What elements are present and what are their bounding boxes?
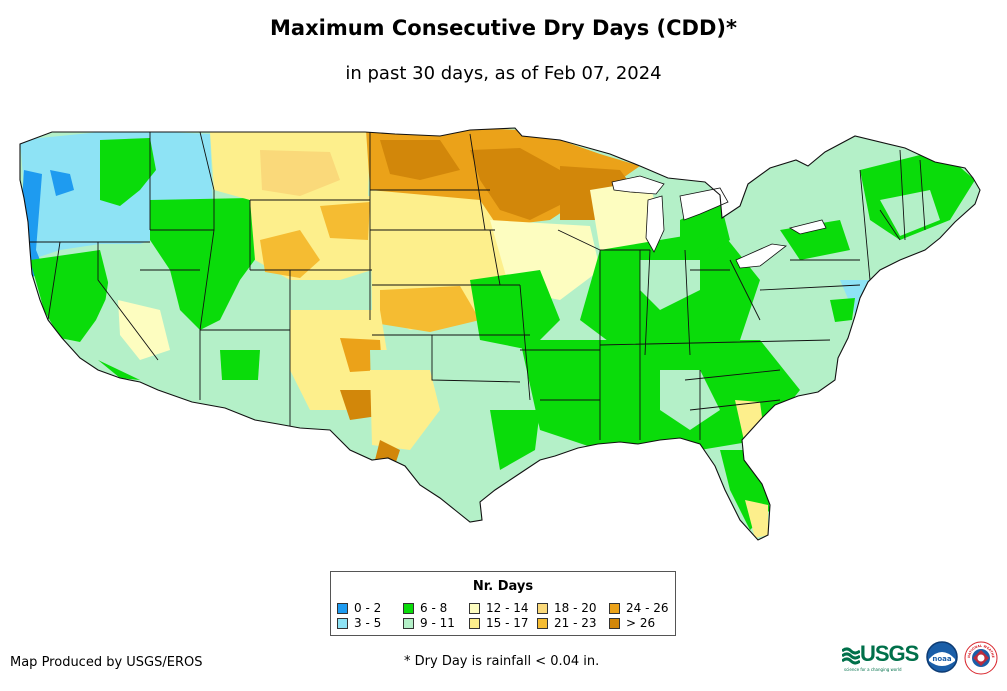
legend-label: 18 - 20 xyxy=(554,601,597,615)
map-subtitle: in past 30 days, as of Feb 07, 2024 xyxy=(345,63,662,84)
map-title: Maximum Consecutive Dry Days (CDD)* xyxy=(270,16,737,40)
legend-swatch xyxy=(609,603,620,614)
usgs-tagline: science for a changing world xyxy=(844,667,902,672)
dry-day-footnote: * Dry Day is rainfall < 0.04 in. xyxy=(404,654,600,669)
legend-swatch xyxy=(537,618,548,629)
legend-label: > 26 xyxy=(626,616,656,630)
legend-label: 12 - 14 xyxy=(486,601,529,615)
legend-swatch xyxy=(403,618,414,629)
legend-item: > 26 xyxy=(609,617,655,629)
legend-label: 3 - 5 xyxy=(354,616,382,630)
great-lakes xyxy=(611,175,827,269)
cdd-zones xyxy=(20,128,975,538)
legend-label: 24 - 26 xyxy=(626,601,669,615)
usgs-logo: USGS science for a changing world xyxy=(842,641,919,672)
legend-item: 18 - 20 xyxy=(537,602,597,614)
legend-swatch xyxy=(337,603,348,614)
cdd-map xyxy=(19,127,981,541)
legend-label: 21 - 23 xyxy=(554,616,597,630)
legend-item: 9 - 11 xyxy=(403,617,455,629)
legend-item: 0 - 2 xyxy=(337,602,381,614)
legend-item: 3 - 5 xyxy=(337,617,381,629)
agency-logos: USGS science for a changing world noaa N… xyxy=(842,640,1002,676)
legend-item: 6 - 8 xyxy=(403,602,447,614)
legend-item: 24 - 26 xyxy=(609,602,669,614)
usgs-wordmark: USGS xyxy=(860,641,919,666)
legend-swatch xyxy=(469,603,480,614)
legend-item: 21 - 23 xyxy=(537,617,597,629)
legend-label: 9 - 11 xyxy=(420,616,455,630)
legend-swatch xyxy=(403,603,414,614)
noaa-wordmark: noaa xyxy=(932,655,952,663)
legend-label: 0 - 2 xyxy=(354,601,382,615)
legend-item: 15 - 17 xyxy=(469,617,529,629)
nws-logo: NATIONAL WEATHER SERVICE xyxy=(964,641,998,675)
legend-item: 12 - 14 xyxy=(469,602,529,614)
legend-swatch xyxy=(609,618,620,629)
producer-credit: Map Produced by USGS/EROS xyxy=(10,655,203,670)
legend-swatch xyxy=(337,618,348,629)
legend-label: 6 - 8 xyxy=(420,601,448,615)
state-borders xyxy=(30,131,926,440)
legend-swatch xyxy=(537,603,548,614)
legend-title: Nr. Days xyxy=(472,579,534,594)
legend-label: 15 - 17 xyxy=(486,616,529,630)
legend-swatch xyxy=(469,618,480,629)
usgs-wave-icon xyxy=(842,647,860,665)
noaa-logo: noaa xyxy=(926,641,958,673)
